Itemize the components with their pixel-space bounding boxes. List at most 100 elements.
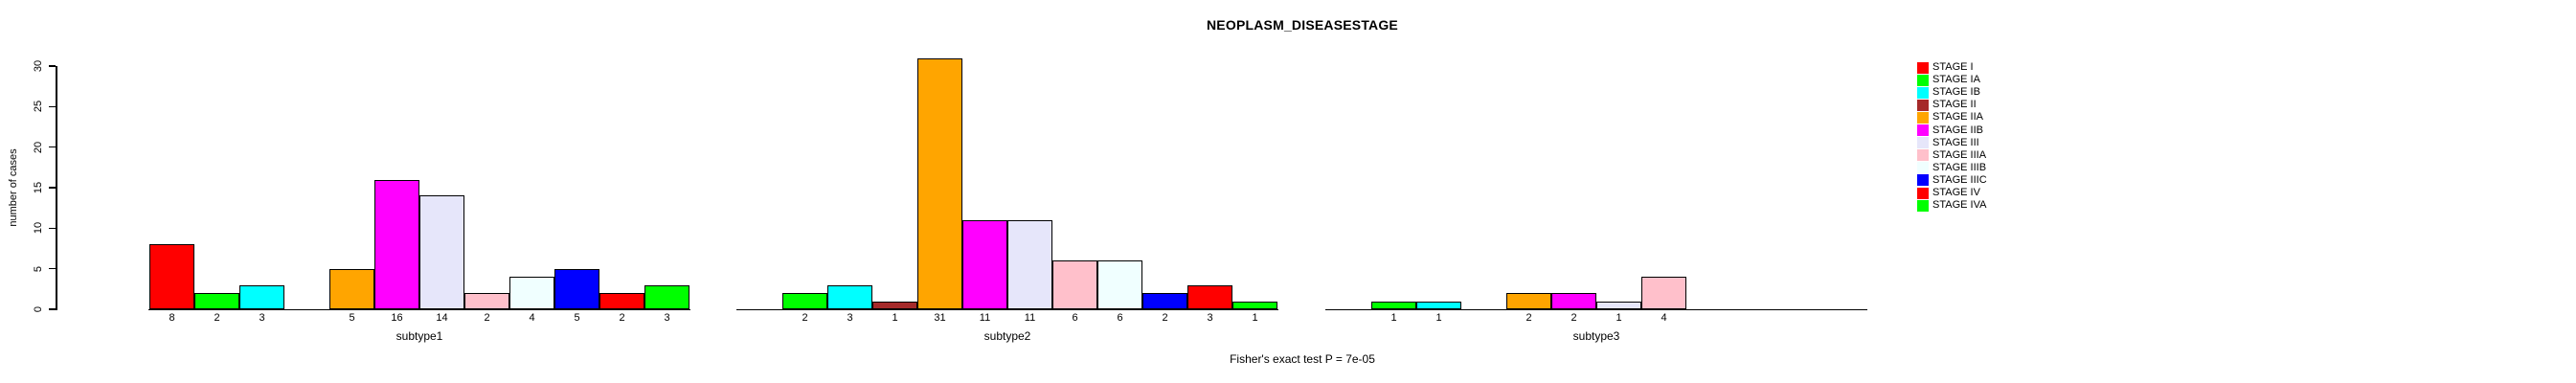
bar-value-label: 2 [1525, 312, 1532, 324]
bar-value-label: 3 [1207, 312, 1213, 324]
y-axis-tick [49, 105, 56, 108]
legend-swatch [1917, 74, 1929, 86]
legend-label: STAGE IB [1932, 86, 1980, 99]
y-axis-line [56, 66, 57, 310]
bar-value-label: 5 [574, 312, 580, 324]
legend-label: STAGE II [1932, 99, 1977, 111]
bar-value-label: 2 [802, 312, 808, 324]
legend-swatch [1917, 111, 1929, 124]
legend-item-stage-ia: STAGE IA [1917, 74, 1980, 86]
bar-value-label: 1 [892, 312, 898, 324]
legend-swatch [1917, 174, 1929, 187]
legend-label: STAGE IVA [1932, 199, 1987, 212]
bar-subtype2-stage-iiib [1097, 260, 1142, 309]
legend-item-stage-ii: STAGE II [1917, 99, 1977, 111]
bar-subtype2-stage-iiia [1052, 260, 1097, 309]
legend-item-stage-iva: STAGE IVA [1917, 199, 1986, 212]
legend-item-stage-ib: STAGE IB [1917, 86, 1980, 99]
y-axis-tick-label: 5 [33, 265, 44, 272]
y-axis-tick [49, 65, 56, 67]
caption: Fisher's exact test P = 7e-05 [1230, 352, 1375, 366]
bar-subtype1-stage-iv [599, 293, 644, 309]
legend-label: STAGE IV [1932, 187, 1980, 198]
legend-swatch [1917, 86, 1929, 99]
legend-item-stage-iiib: STAGE IIIB [1917, 162, 1986, 174]
legend-swatch [1917, 61, 1929, 74]
bar-value-label: 2 [484, 312, 490, 324]
bar-subtype3-stage-iib [1551, 293, 1596, 309]
bar-subtype1-stage-iiib [509, 277, 554, 309]
bar-subtype3-stage-iia [1506, 293, 1551, 309]
bar-value-label: 6 [1072, 312, 1078, 324]
bar-value-label: 3 [664, 312, 670, 324]
bar-subtype3-stage-ib [1416, 302, 1461, 309]
y-axis-tick [49, 146, 56, 148]
legend-item-stage-iv: STAGE IV [1917, 187, 1980, 199]
y-axis-tick-label: 0 [33, 305, 44, 313]
legend-swatch [1917, 199, 1929, 212]
y-axis-title: number of cases [8, 148, 19, 227]
y-axis-tick-label: 10 [33, 222, 44, 235]
legend-swatch [1917, 162, 1929, 174]
legend-label: STAGE IIB [1932, 124, 1983, 136]
group-label-subtype1: subtype1 [395, 329, 443, 343]
bar-value-label: 16 [391, 312, 403, 324]
bar-subtype1-stage-iiia [464, 293, 509, 309]
bar-subtype2-stage-ii [872, 302, 917, 309]
legend-swatch [1917, 187, 1929, 199]
legend-swatch [1917, 99, 1929, 111]
bar-subtype1-stage-iia [329, 269, 374, 309]
bar-subtype3-stage-iiia [1641, 277, 1686, 309]
legend-label: STAGE IIA [1932, 111, 1983, 124]
legend-item-stage-iiic: STAGE IIIC [1917, 174, 1987, 187]
legend-label: STAGE I [1932, 61, 1974, 73]
legend-item-stage-iib: STAGE IIB [1917, 124, 1983, 137]
legend-swatch [1917, 137, 1929, 149]
bar-subtype2-stage-iva [1232, 302, 1277, 309]
legend-item-stage-iia: STAGE IIA [1917, 111, 1983, 124]
legend-label: STAGE IIIA [1932, 148, 1987, 161]
y-axis-tick-label: 15 [33, 181, 44, 194]
bar-subtype1-stage-iva [644, 285, 689, 309]
bar-value-label: 5 [349, 312, 355, 324]
bar-value-label: 31 [934, 312, 946, 324]
bar-value-label: 11 [1024, 312, 1036, 324]
bar-subtype2-stage-ia [782, 293, 827, 309]
bar-subtype3-stage-iii [1596, 302, 1641, 309]
bar-value-label: 2 [1162, 312, 1168, 324]
y-axis-tick-label: 25 [33, 101, 44, 113]
bar-value-label: 3 [847, 312, 853, 324]
legend-swatch [1917, 124, 1929, 136]
y-axis-tick [49, 308, 56, 310]
bar-subtype2-stage-iia [917, 58, 962, 309]
bar-subtype2-stage-ib [827, 285, 872, 309]
bar-value-label: 3 [259, 312, 265, 324]
bar-subtype2-stage-iv [1187, 285, 1232, 309]
bar-value-label: 6 [1117, 312, 1123, 324]
bar-value-label: 2 [1570, 312, 1577, 324]
bar-subtype1-stage-i [149, 244, 194, 309]
bar-value-label: 14 [436, 312, 448, 324]
legend-item-stage-i: STAGE I [1917, 61, 1974, 74]
bar-subtype2-stage-iib [962, 220, 1007, 309]
bar-value-label: 1 [1616, 312, 1622, 324]
legend-swatch [1917, 149, 1929, 162]
group-label-subtype3: subtype3 [1572, 329, 1620, 343]
y-axis-tick [49, 227, 56, 230]
y-axis-tick [49, 187, 56, 189]
bar-subtype1-stage-iii [419, 195, 464, 309]
legend-item-stage-iiia: STAGE IIIA [1917, 149, 1986, 162]
bar-value-label: 4 [529, 312, 535, 324]
bar-value-label: 11 [979, 312, 991, 324]
x-axis-baseline [1325, 308, 1867, 310]
x-axis-baseline [148, 308, 690, 310]
legend-label: STAGE III [1932, 136, 1979, 148]
bar-value-label: 1 [1252, 312, 1258, 324]
legend-label: STAGE IIIC [1932, 173, 1987, 186]
bar-subtype1-stage-iib [374, 180, 419, 309]
bar-subtype3-stage-ia [1371, 302, 1416, 309]
legend-item-stage-iii: STAGE III [1917, 137, 1979, 149]
bar-value-label: 1 [1390, 312, 1397, 324]
y-axis-tick-label: 30 [33, 59, 44, 73]
